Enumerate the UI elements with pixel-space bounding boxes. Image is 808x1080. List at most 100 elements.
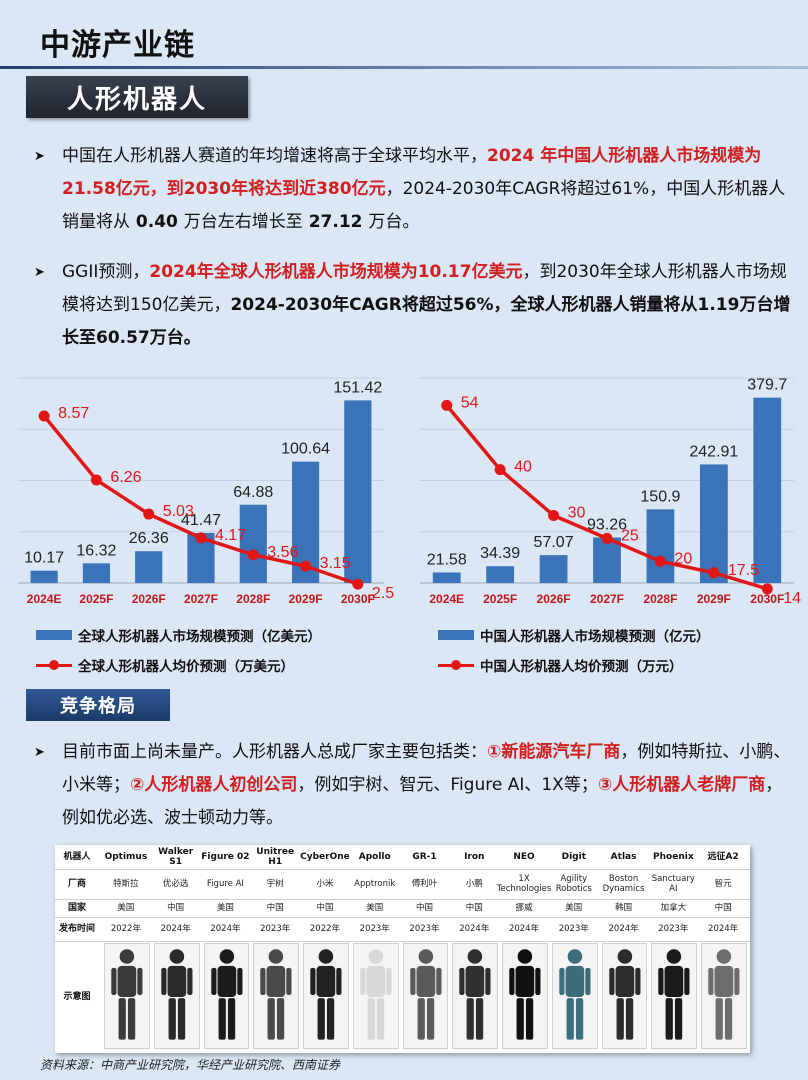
legend-china-line: 中国人形机器人均价预测（万元） [438, 655, 683, 675]
title-divider [0, 66, 808, 69]
section-banner-competition: 竞争格局 [26, 689, 170, 721]
robot-maker: 特斯拉 [113, 879, 139, 889]
bar [30, 570, 58, 583]
bar-value-label: 150.9 [640, 488, 680, 505]
robot-country: 韩国 [615, 903, 633, 913]
bar-value-label: 10.17 [24, 550, 64, 567]
robot-year: 2024年 [708, 924, 739, 934]
line-point [38, 410, 50, 422]
robot-country: 美国 [565, 903, 583, 913]
p3-text-e: ，例如宇树、智元、Figure AI、1X等； [297, 775, 598, 795]
paragraph-china-market: ➤ 中国在人形机器人赛道的年均增速将高于全球平均水平，2024 年中国人形机器人… [34, 140, 792, 239]
category-label: 2024E [27, 592, 62, 606]
line-point [548, 509, 560, 521]
robot-comparison-table: 机器人 厂商 国家 发布时间 示意图 Optimus 特斯拉 美国 2022年 Walker S1… [55, 845, 750, 1053]
legend-bar-swatch [36, 630, 72, 640]
legend-global-line-label: 全球人形机器人均价预测（万美元） [78, 659, 294, 675]
robot-figure-icon [310, 949, 342, 1040]
robot-maker: Boston Dynamics [602, 874, 645, 894]
robot-country: 美国 [366, 903, 384, 913]
p2-text-a: GGII预测， [62, 262, 150, 282]
p1-sales-start: 0.40 [130, 212, 184, 232]
legend-china-bar-label: 中国人形机器人市场规模预测（亿元） [480, 629, 710, 645]
robot-figure-icon [608, 949, 641, 1040]
line-point [247, 549, 259, 561]
bar [135, 551, 163, 583]
robot-maker: 小鹏 [465, 879, 483, 889]
line-value-label: 54 [461, 394, 479, 411]
line-point [143, 508, 155, 520]
robot-name: CyberOne [300, 852, 350, 862]
row-label: 国家 [67, 903, 86, 913]
line-value-label: 20 [674, 550, 692, 567]
bar-value-label: 41.47 [181, 512, 221, 529]
robot-image [352, 943, 399, 1049]
bar-value-label: 100.64 [281, 441, 330, 458]
robot-country: 加拿大 [660, 903, 687, 913]
robot-maker: 宇树 [266, 879, 284, 889]
robot-image [104, 943, 150, 1049]
bar [539, 555, 568, 583]
p1-sales-end: 27.12 [302, 212, 369, 232]
bullet-arrow-icon: ➤ [34, 149, 45, 164]
bar-value-label: 21.58 [427, 551, 467, 568]
line-value-label: 30 [568, 504, 586, 521]
robot-name: Walker S1 [158, 847, 194, 867]
category-label: 2030F [341, 592, 375, 606]
robot-maker: Apptronik [354, 879, 396, 889]
legend-global-bar-label: 全球人形机器人市场规模预测（亿美元） [78, 629, 321, 645]
robot-image [153, 943, 200, 1049]
category-label: 2029F [289, 592, 323, 606]
robot-year: 2022年 [110, 924, 141, 934]
robot-maker: Figure AI [206, 879, 244, 889]
line-value-label: 3.56 [267, 544, 298, 561]
robot-image [203, 943, 250, 1049]
bar [432, 572, 461, 583]
bar [82, 563, 111, 583]
robot-country: 中国 [266, 903, 284, 913]
line-value-label: 3.15 [320, 555, 351, 572]
p3-text-g: ，例如优必选、波士顿动力等。 [62, 775, 783, 828]
china-market-chart: 21.58 34.39 57.07 93.26 150.9 242.91 379.7 2024… [420, 377, 801, 607]
bar-value-label: 26.36 [129, 530, 169, 547]
line-point [708, 567, 720, 579]
line-point [195, 532, 207, 544]
robot-country: 中国 [316, 903, 334, 913]
category-label: 2030F [750, 592, 784, 606]
robot-name: 远征A2 [707, 852, 739, 862]
bar-value-label: 57.07 [534, 534, 574, 551]
robot-name: Atlas [610, 852, 637, 862]
robot-image [601, 943, 648, 1049]
row-label: 发布时间 [58, 924, 95, 934]
robot-year: 2023年 [658, 924, 689, 934]
robot-name: Phoenix [653, 852, 694, 862]
line-point [654, 555, 666, 567]
row-divider [55, 869, 750, 870]
robot-figure-icon [111, 949, 143, 1040]
robot-country: 挪威 [515, 903, 533, 913]
robot-name: NEO [513, 852, 535, 862]
category-label: 2028F [643, 592, 677, 606]
line-value-label: 8.57 [58, 405, 89, 422]
robot-year: 2023年 [558, 924, 589, 934]
source-note: 资料来源：中商产业研究院，华经产业研究院、西南证券 [40, 1058, 341, 1072]
line-value-label: 25 [621, 527, 639, 544]
robot-year: 2024年 [160, 924, 191, 934]
line-value-label: 6.26 [110, 469, 141, 486]
legend-china-bar: 中国人形机器人市场规模预测（亿元） [438, 625, 710, 645]
legend-global-line: 全球人形机器人均价预测（万美元） [36, 655, 294, 675]
paragraph-competition: ➤ 目前市面上尚未量产。人形机器人总成厂家主要包括类：①新能源汽车厂商，例如特斯… [34, 736, 792, 835]
bar-value-label: 34.39 [480, 545, 520, 562]
robot-figure-icon [658, 949, 690, 1040]
robot-image [651, 943, 698, 1049]
legend-bar-swatch [438, 630, 474, 640]
table-grid: 机器人 厂商 国家 发布时间 示意图 Optimus 特斯拉 美国 2022年 Walker S1… [55, 845, 750, 1053]
category-label: 2026F [537, 592, 571, 606]
bar [486, 566, 515, 583]
robot-figure-icon [559, 949, 591, 1040]
line-value-label: 4.17 [215, 527, 246, 544]
line-point [761, 583, 773, 595]
robot-maker: 1X Technologies [496, 874, 552, 894]
category-label: 2027F [184, 592, 218, 606]
robot-image [303, 943, 349, 1049]
